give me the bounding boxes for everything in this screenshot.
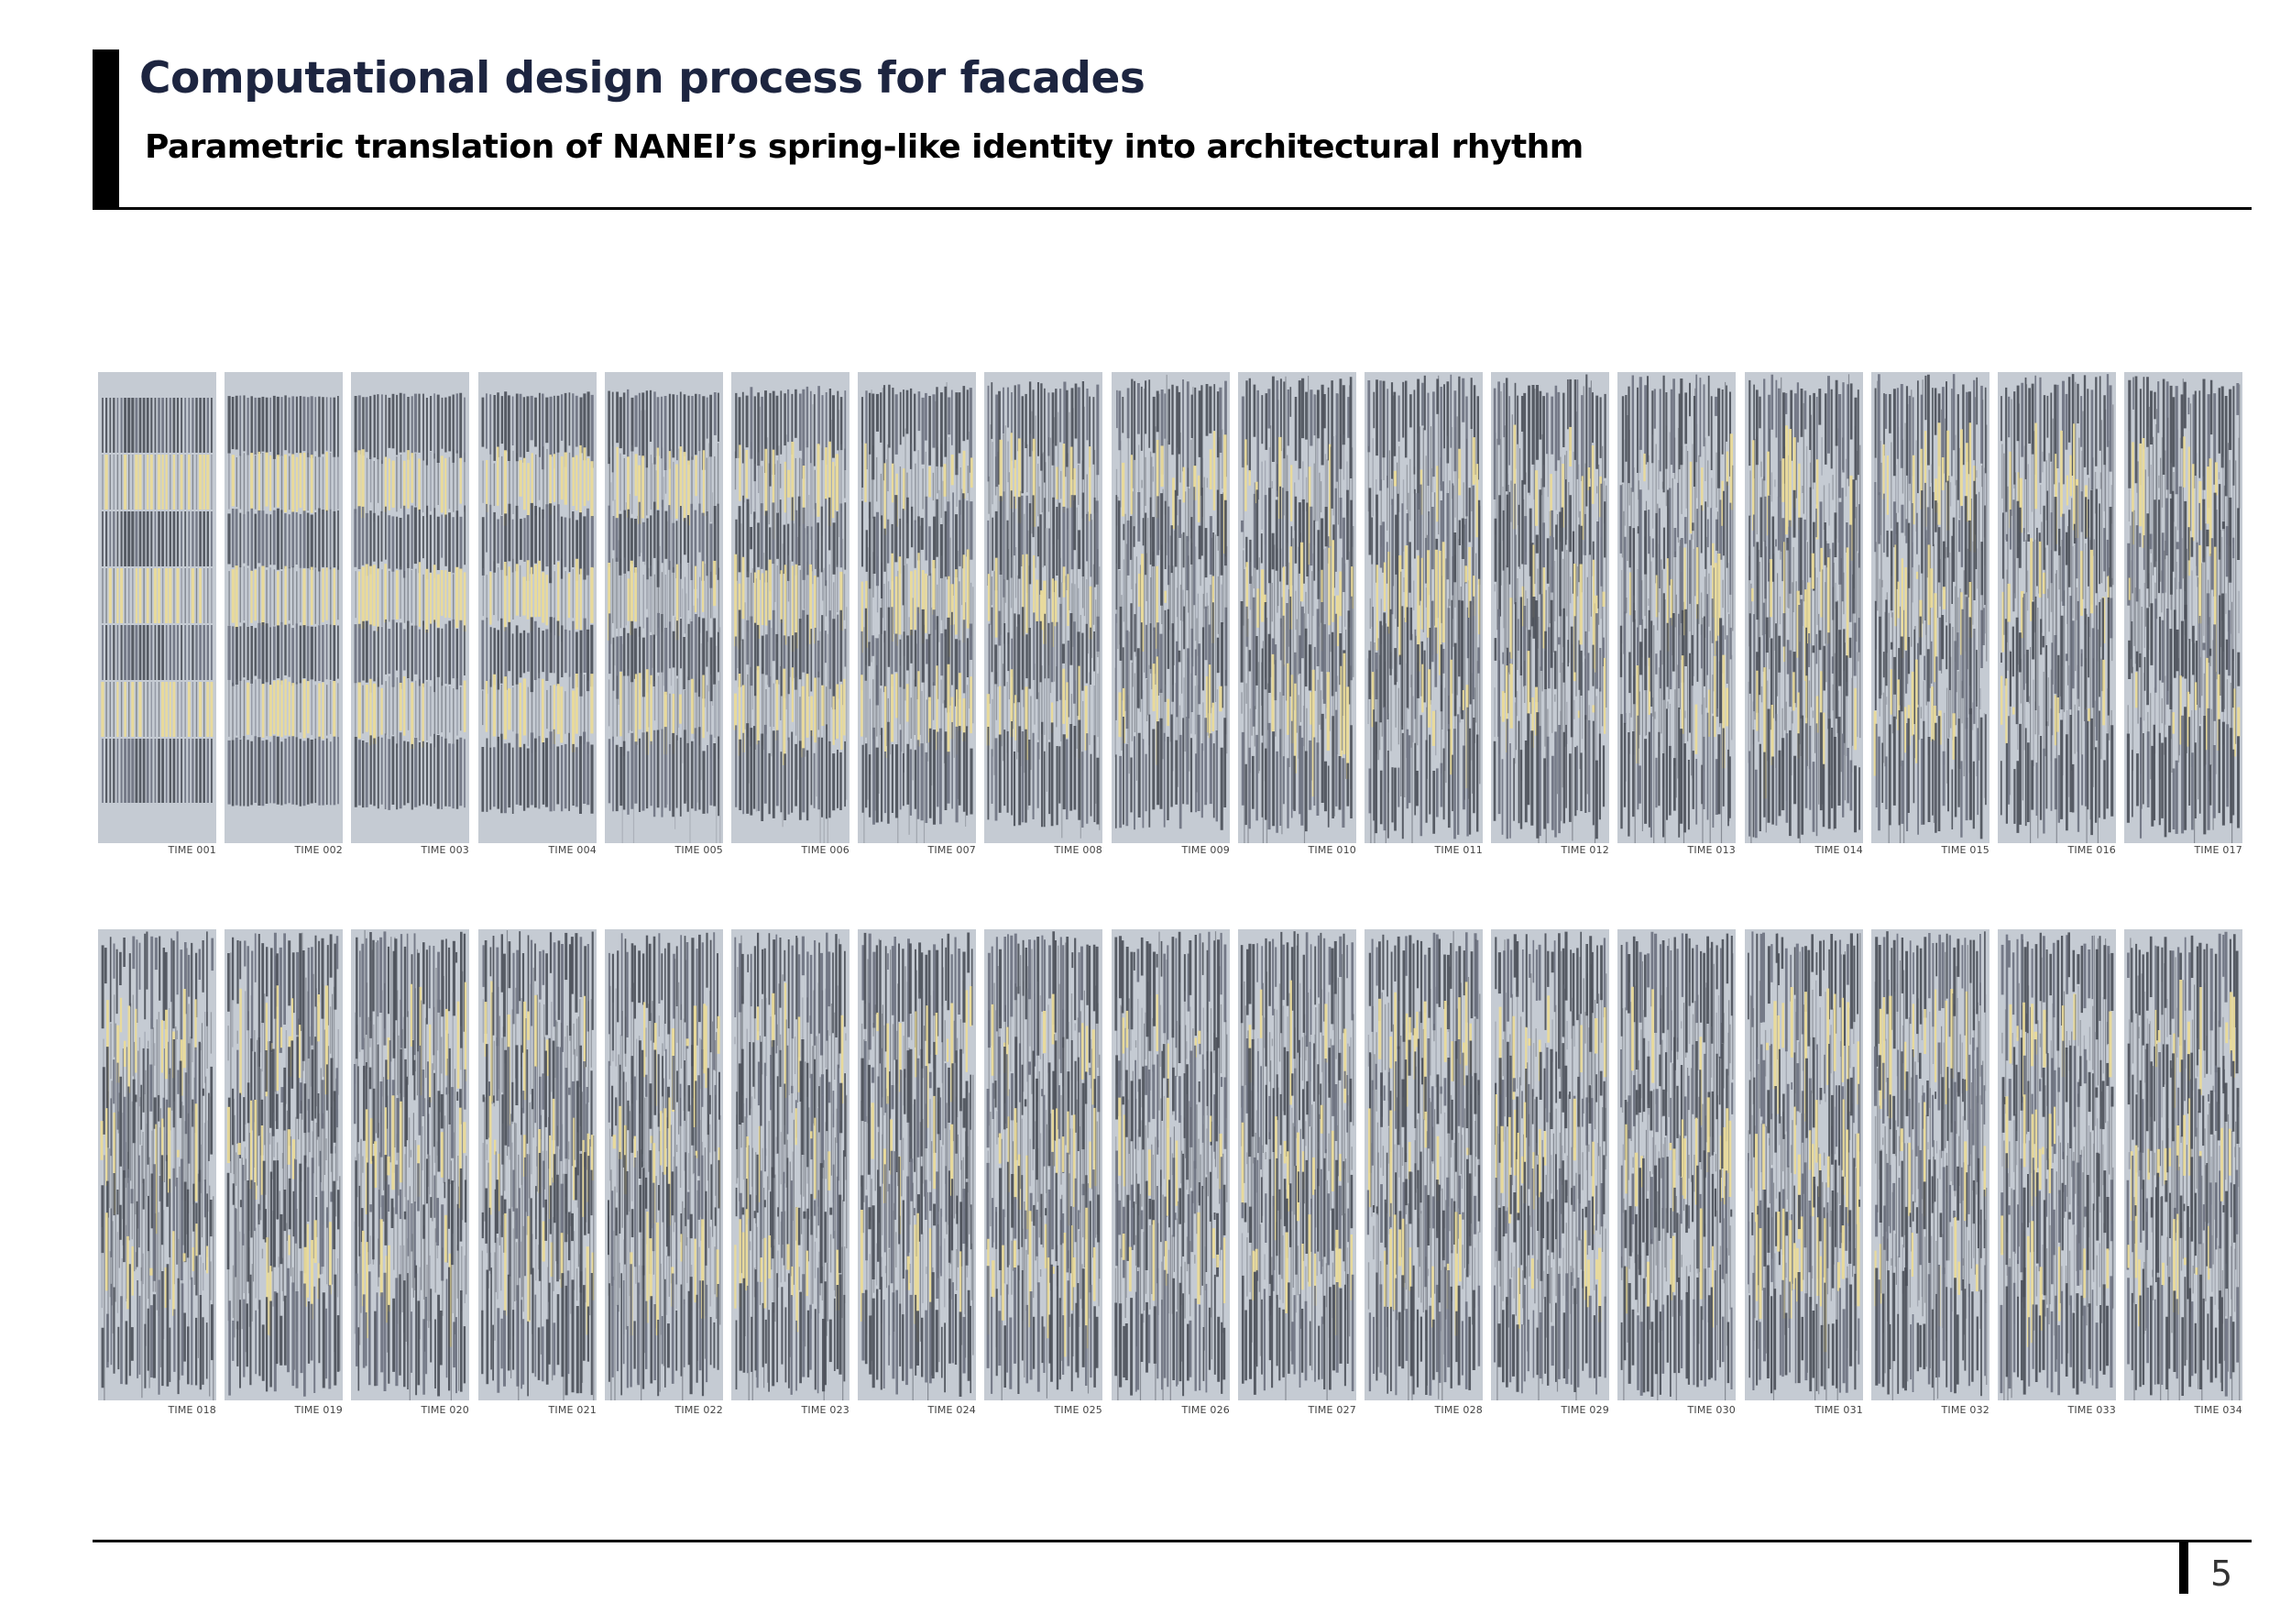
- facade-frame: [1238, 372, 1356, 843]
- frame-label: TIME 013: [1687, 844, 1736, 856]
- frame-label: TIME 011: [1434, 844, 1483, 856]
- frame-label: TIME 007: [927, 844, 976, 856]
- frame-label: TIME 012: [1561, 844, 1609, 856]
- page-subtitle: Parametric translation of NANEI’s spring…: [145, 128, 1584, 166]
- frame-label: TIME 017: [2194, 844, 2242, 856]
- frame-label: TIME 016: [2067, 844, 2116, 856]
- facade-frame-drawing: [100, 931, 214, 1400]
- facade-frame: [98, 372, 216, 843]
- facade-frame-drawing: [1493, 374, 1607, 843]
- frame-label: TIME 020: [421, 1404, 469, 1416]
- facade-frame: [351, 929, 469, 1400]
- facade-frame: [605, 929, 723, 1400]
- facade-frame-drawing: [2126, 376, 2241, 843]
- facade-frame-drawing: [1873, 374, 1988, 843]
- facade-frame-drawing: [226, 932, 341, 1397]
- facade-frame-drawing: [2000, 374, 2114, 843]
- facade-frame: [984, 372, 1102, 843]
- facade-frame: [1365, 372, 1483, 843]
- facade-frame-drawing: [733, 386, 848, 843]
- facade-frame: [98, 929, 216, 1400]
- frame-label: TIME 009: [1181, 844, 1230, 856]
- facade-frame: [1745, 372, 1863, 843]
- facade-frame-drawing: [1619, 374, 1734, 843]
- frame-label: TIME 010: [1308, 844, 1356, 856]
- facade-frame-drawing: [986, 381, 1101, 839]
- facade-frame-drawing: [1240, 376, 1354, 843]
- facade-frame: [605, 372, 723, 843]
- facade-frame-drawing: [481, 391, 594, 814]
- frame-label: TIME 002: [294, 844, 343, 856]
- facade-frame: [225, 372, 343, 843]
- frame-label: TIME 008: [1054, 844, 1102, 856]
- facade-frame: [225, 929, 343, 1400]
- facade-frame: [2124, 372, 2242, 843]
- page-title: Computational design process for facades: [139, 53, 1146, 104]
- facade-frame: [351, 372, 469, 843]
- frame-label: TIME 003: [421, 844, 469, 856]
- frame-label: TIME 021: [548, 1404, 597, 1416]
- frame-label: TIME 005: [674, 844, 723, 856]
- header-divider: [93, 207, 2252, 210]
- facade-frame-drawing: [607, 932, 721, 1400]
- facade-frame-drawing: [101, 398, 214, 803]
- facade-frame-drawing: [227, 395, 339, 807]
- frame-label: TIME 004: [548, 844, 597, 856]
- frame-label: TIME 015: [1941, 844, 1990, 856]
- facade-frame: [1112, 372, 1230, 843]
- facade-frame-drawing: [860, 382, 974, 843]
- facade-frame: [731, 372, 850, 843]
- facade-frame: [478, 929, 597, 1400]
- facade-frame: [1998, 372, 2116, 843]
- facade-frame: [1871, 372, 1990, 843]
- title-accent-bar: [93, 49, 119, 210]
- facade-frame-drawing: [1114, 374, 1228, 830]
- frame-label: TIME 014: [1814, 844, 1863, 856]
- facade-frame: [478, 372, 597, 843]
- facade-frame: [1617, 372, 1736, 843]
- facade-frame-drawing: [354, 392, 466, 810]
- facade-frame: [1491, 372, 1609, 843]
- frame-label: TIME 019: [294, 1404, 343, 1416]
- facade-frame-drawing: [608, 389, 721, 843]
- frame-label: TIME 001: [168, 844, 216, 856]
- frame-label: TIME 006: [801, 844, 850, 856]
- facade-frame-drawing: [481, 930, 595, 1400]
- facade-frame-drawing: [1367, 374, 1481, 843]
- facade-frame: [858, 372, 976, 843]
- facade-frame-drawing: [1748, 374, 1861, 843]
- frame-label: TIME 018: [168, 1404, 216, 1416]
- facade-frame-drawing: [353, 929, 467, 1400]
